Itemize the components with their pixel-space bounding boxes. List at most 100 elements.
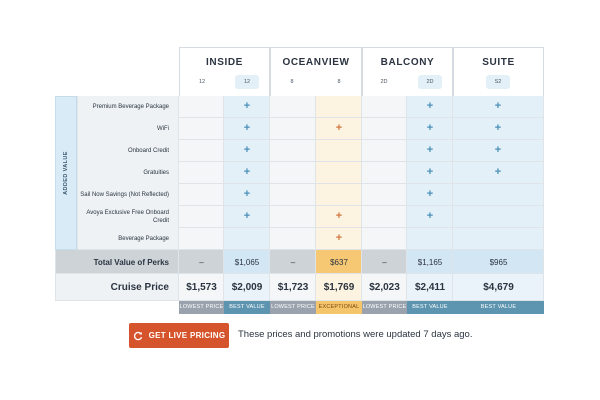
get-live-pricing-label: GET LIVE PRICING <box>148 331 226 340</box>
price-badge: LOWEST PRICE <box>362 301 407 314</box>
category-title-inside: INSIDE <box>206 57 243 68</box>
perk-cell <box>224 140 270 162</box>
total-cell-bg <box>270 250 316 274</box>
total-value-cell: – <box>382 257 387 267</box>
perk-included-icon: + <box>426 144 434 156</box>
perk-cell <box>362 206 407 228</box>
perk-cell <box>224 206 270 228</box>
category-title-suite: SUITE <box>482 57 515 68</box>
perk-cell <box>316 228 362 250</box>
perk-included-icon: + <box>494 166 502 178</box>
price-cell-bg <box>224 274 270 301</box>
perk-included-icon: + <box>426 188 434 200</box>
perk-cell <box>316 184 362 206</box>
perk-cell <box>407 118 453 140</box>
perk-cell <box>270 228 316 250</box>
perk-cell <box>179 228 224 250</box>
updated-notice: These prices and promotions were updated… <box>238 329 473 340</box>
perk-cell <box>453 184 544 206</box>
total-cell-bg <box>362 250 407 274</box>
perk-cell <box>179 206 224 228</box>
perk-cell <box>362 162 407 184</box>
perk-cell <box>407 140 453 162</box>
cruise-price-cell[interactable]: $2,023 <box>369 282 400 293</box>
perk-cell <box>453 140 544 162</box>
cruise-price-cell[interactable]: $1,723 <box>277 282 309 293</box>
perk-cell <box>407 228 453 250</box>
price-badge: LOWEST PRICE <box>179 301 224 314</box>
cruise-price-cell[interactable]: $2,009 <box>231 282 263 293</box>
perk-included-icon: + <box>494 122 502 134</box>
perk-included-icon: + <box>426 100 434 112</box>
perk-included-icon: + <box>494 100 502 112</box>
perk-cell <box>453 162 544 184</box>
price-cell-bg <box>270 274 316 301</box>
perk-cell <box>316 206 362 228</box>
cabin-code[interactable]: 2D <box>418 75 442 89</box>
category-title-balcony: BALCONY <box>380 57 435 68</box>
perk-cell <box>270 206 316 228</box>
perk-cell <box>362 118 407 140</box>
perk-cell <box>179 118 224 140</box>
perk-cell <box>270 118 316 140</box>
price-cell-bg <box>407 274 453 301</box>
total-value-cell: $637 <box>330 257 348 267</box>
perk-cell <box>453 228 544 250</box>
cabin-code[interactable]: 12 <box>235 75 259 89</box>
cruise-price-cell[interactable]: $1,573 <box>186 282 217 293</box>
total-label-cell <box>55 250 179 274</box>
price-badge: LOWEST PRICE <box>270 301 316 314</box>
price-badge: EXCEPTIONAL <box>316 301 362 314</box>
perk-cell <box>407 206 453 228</box>
perk-label: Onboard Credit <box>127 148 169 154</box>
perk-cell <box>362 184 407 206</box>
perk-included-icon: + <box>335 210 343 222</box>
cabin-code[interactable]: 8 <box>337 79 341 85</box>
cabin-code[interactable]: 2D <box>380 79 388 85</box>
perk-cell <box>224 228 270 250</box>
perk-label: Avoya Exclusive Free Onboard Credit <box>86 210 169 224</box>
perk-included-icon: + <box>335 122 343 134</box>
perk-label: WiFi <box>157 126 169 132</box>
perk-cell <box>407 162 453 184</box>
cruise-price-cell[interactable]: $4,679 <box>483 282 514 293</box>
category-header-oceanview: OCEANVIEW <box>270 47 362 96</box>
total-value-cell: – <box>290 257 296 267</box>
perk-cell <box>407 184 453 206</box>
perk-cell <box>179 162 224 184</box>
perk-label-column <box>77 96 179 250</box>
perk-cell <box>179 140 224 162</box>
perk-included-icon: + <box>243 166 251 178</box>
perk-cell <box>362 96 407 118</box>
perk-included-icon: + <box>335 232 343 244</box>
cruise-price-cell[interactable]: $1,769 <box>323 282 355 293</box>
total-value-cell: $1,165 <box>417 257 443 267</box>
cruise-price-cell[interactable]: $2,411 <box>414 282 446 293</box>
cabin-code[interactable]: 8 <box>290 79 294 85</box>
total-cell-bg <box>453 250 544 274</box>
perk-label: Gratuities <box>143 170 169 176</box>
perk-cell <box>316 162 362 184</box>
perk-cell <box>316 118 362 140</box>
perk-included-icon: + <box>494 144 502 156</box>
perk-included-icon: + <box>426 210 434 222</box>
perk-included-icon: + <box>243 210 251 222</box>
price-cell-bg <box>362 274 407 301</box>
price-badge: BEST VALUE <box>224 301 270 314</box>
total-cell-bg <box>224 250 270 274</box>
perk-cell <box>224 96 270 118</box>
total-cell-bg <box>407 250 453 274</box>
perk-cell <box>316 140 362 162</box>
category-title-oceanview: OCEANVIEW <box>282 57 350 68</box>
perk-included-icon: + <box>243 144 251 156</box>
perk-cell <box>224 184 270 206</box>
get-live-pricing-button[interactable]: GET LIVE PRICING <box>129 323 229 348</box>
perk-cell <box>407 96 453 118</box>
perk-included-icon: + <box>426 166 434 178</box>
cabin-code[interactable]: S2 <box>486 75 510 89</box>
perk-cell <box>270 140 316 162</box>
perk-label: Beverage Package <box>118 236 169 242</box>
perk-cell <box>362 228 407 250</box>
cabin-code[interactable]: 12 <box>198 79 206 85</box>
